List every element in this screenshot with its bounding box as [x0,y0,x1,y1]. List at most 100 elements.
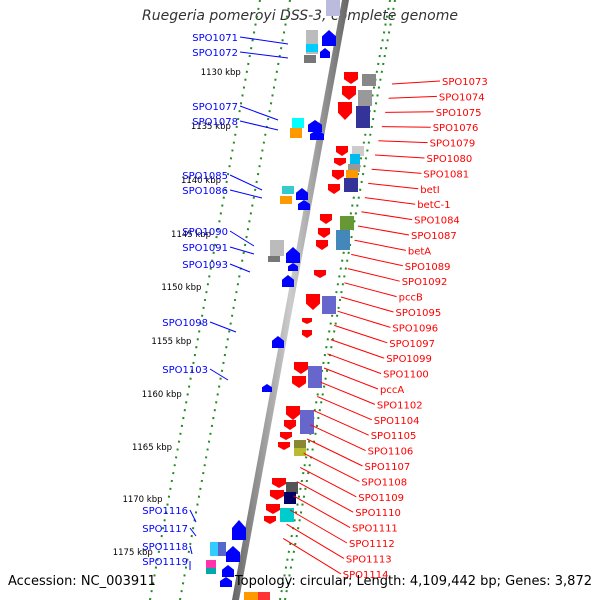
forward-gene-arrow[interactable] [298,200,310,210]
reverse-gene-label[interactable]: SPO1110 [355,508,401,519]
reverse-gene-label[interactable]: SPO1081 [423,169,469,180]
reverse-gene-block[interactable] [348,164,360,172]
forward-gene-block[interactable] [268,256,280,262]
forward-gene-block[interactable] [280,196,292,204]
forward-gene-arrow[interactable] [296,188,308,200]
forward-gene-label[interactable]: SPO1090 [182,227,228,238]
reverse-gene-label[interactable]: SPO1106 [368,447,414,458]
forward-gene-arrow[interactable] [322,30,336,46]
reverse-gene-arrow[interactable] [318,228,330,238]
reverse-gene-label[interactable]: SPO1109 [358,493,404,504]
reverse-gene-label[interactable]: SPO1074 [439,92,485,103]
reverse-gene-label[interactable]: SPO1079 [430,139,476,150]
reverse-gene-arrow[interactable] [336,146,348,156]
reverse-gene-label[interactable]: SPO1080 [427,154,473,165]
forward-gene-block[interactable] [292,118,304,128]
reverse-gene-arrow[interactable] [284,420,296,430]
reverse-gene-block[interactable] [344,178,358,192]
reverse-gene-label[interactable]: SPO1114 [343,570,389,581]
forward-gene-block[interactable] [210,542,220,556]
reverse-gene-label[interactable]: SPO1087 [411,231,457,242]
reverse-gene-block[interactable] [346,170,358,178]
forward-gene-arrow[interactable] [310,130,324,140]
forward-gene-label[interactable]: SPO1078 [192,117,238,128]
reverse-gene-label[interactable]: betC-1 [417,200,450,211]
forward-gene-arrow[interactable] [282,275,294,287]
forward-gene-arrow[interactable] [232,520,246,540]
reverse-gene-arrow[interactable] [294,362,308,374]
reverse-gene-block[interactable] [280,508,294,522]
reverse-gene-label[interactable]: SPO1113 [346,554,392,565]
reverse-gene-label[interactable]: SPO1075 [436,108,482,119]
reverse-gene-arrow[interactable] [306,294,320,310]
forward-gene-arrow[interactable] [320,48,330,58]
reverse-gene-arrow[interactable] [280,432,292,440]
reverse-gene-block[interactable] [286,482,298,494]
forward-gene-label[interactable]: SPO1093 [182,260,228,271]
reverse-gene-label[interactable]: SPO1095 [396,308,442,319]
forward-gene-arrow[interactable] [220,577,232,587]
reverse-gene-arrow[interactable] [272,478,286,488]
forward-gene-label[interactable]: SPO1116 [142,506,188,517]
reverse-gene-label[interactable]: SPO1089 [405,262,451,273]
forward-gene-label[interactable]: SPO1098 [162,318,208,329]
reverse-gene-label[interactable]: SPO1102 [377,400,423,411]
forward-gene-arrow[interactable] [286,247,300,263]
reverse-gene-label[interactable]: SPO1096 [392,323,438,334]
reverse-gene-label[interactable]: SPO1108 [361,477,407,488]
forward-gene-block[interactable] [282,186,294,194]
reverse-gene-label[interactable]: SPO1111 [352,524,398,535]
forward-gene-label[interactable]: SPO1072 [192,48,238,59]
reverse-gene-arrow[interactable] [344,72,358,84]
reverse-gene-label[interactable]: SPO1104 [374,416,420,427]
forward-gene-label[interactable]: SPO1085 [182,171,228,182]
forward-gene-block[interactable] [218,542,226,556]
reverse-gene-label[interactable]: SPO1100 [383,370,429,381]
reverse-gene-label[interactable]: SPO1073 [442,77,488,88]
forward-gene-arrow[interactable] [222,565,234,577]
reverse-gene-label[interactable]: SPO1092 [402,277,448,288]
forward-gene-label[interactable]: SPO1119 [142,557,188,568]
forward-gene-block[interactable] [304,55,316,63]
reverse-gene-arrow[interactable] [316,240,328,250]
forward-gene-block[interactable] [306,44,318,52]
forward-gene-label[interactable]: SPO1103 [162,365,208,376]
forward-gene-label[interactable]: SPO1086 [182,186,228,197]
reverse-gene-label[interactable]: pccA [380,385,404,396]
reverse-gene-arrow[interactable] [320,214,332,224]
reverse-gene-block[interactable] [350,154,360,164]
reverse-gene-label[interactable]: betA [408,246,431,257]
forward-gene-block[interactable] [270,240,284,256]
reverse-gene-arrow[interactable] [278,442,290,450]
reverse-gene-arrow[interactable] [302,318,312,324]
reverse-gene-block[interactable] [322,296,336,314]
reverse-gene-label[interactable]: SPO1076 [433,123,479,134]
forward-gene-block[interactable] [290,128,302,138]
reverse-gene-arrow[interactable] [266,504,280,514]
forward-gene-label[interactable]: SPO1071 [192,33,238,44]
reverse-gene-block[interactable] [294,448,306,456]
forward-gene-block[interactable] [206,560,216,568]
forward-gene-label[interactable]: SPO1117 [142,524,188,535]
reverse-gene-label[interactable]: SPO1097 [389,339,435,350]
reverse-gene-arrow[interactable] [334,158,346,166]
reverse-gene-block[interactable] [358,90,372,106]
reverse-gene-label[interactable]: SPO1112 [349,539,395,550]
reverse-gene-arrow[interactable] [328,184,340,194]
reverse-gene-block[interactable] [352,146,364,156]
reverse-gene-block[interactable] [336,230,350,250]
reverse-gene-arrow[interactable] [314,270,326,278]
reverse-gene-block[interactable] [362,74,376,86]
forward-gene-arrow[interactable] [226,546,240,562]
reverse-gene-block[interactable] [284,492,296,504]
reverse-gene-arrow[interactable] [302,330,312,338]
reverse-gene-block[interactable] [294,440,306,448]
forward-gene-arrow[interactable] [288,263,298,271]
reverse-gene-arrow[interactable] [264,516,276,524]
reverse-gene-label[interactable]: betI [420,185,439,196]
reverse-gene-arrow[interactable] [292,376,306,388]
reverse-gene-block[interactable] [308,366,322,388]
forward-gene-label[interactable]: SPO1077 [192,102,238,113]
forward-gene-arrow[interactable] [308,120,322,132]
forward-gene-label[interactable]: SPO1091 [182,243,228,254]
